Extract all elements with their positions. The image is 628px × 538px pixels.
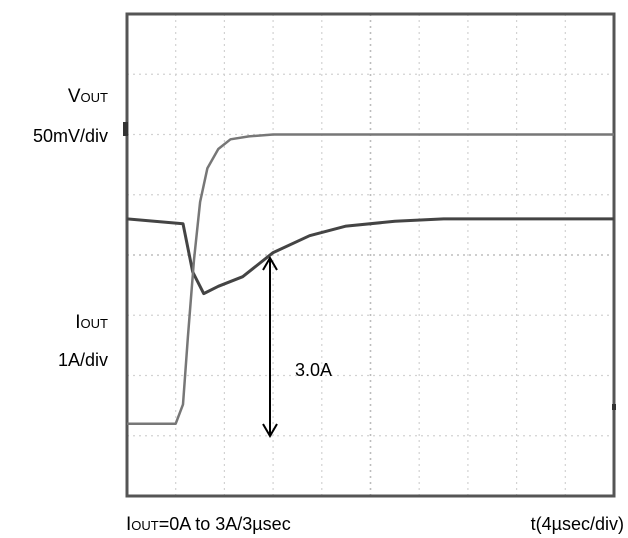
vout-label: VOUT [68, 86, 108, 108]
iout-label-main: I [75, 312, 81, 333]
delta-arrow [262, 256, 278, 438]
step-label-rest: =0A to 3A/3µsec [158, 514, 291, 534]
iout-scale: 1A/div [57, 350, 108, 370]
iout-label-sub: OUT [80, 316, 108, 331]
iout-trace [127, 133, 614, 425]
delta-label: 3.0A [295, 360, 333, 380]
step-condition-label: IOUT=0A to 3A/3µsec [126, 514, 291, 536]
trigger-marker [612, 404, 616, 410]
step-label-main: I [126, 514, 132, 535]
vout-label-sub: OUT [80, 90, 108, 105]
step-label-sub: OUT [131, 518, 159, 533]
plot-frame [125, 12, 616, 498]
vout-trace [126, 217, 614, 296]
vout-label-main: V [67, 86, 81, 107]
vout-scale: 50mV/div [32, 126, 108, 146]
vout-ground-marker [123, 122, 128, 136]
iout-label: IOUT [75, 312, 108, 334]
grid [127, 14, 614, 496]
x-axis-label: t(4µsec/div) [530, 514, 624, 534]
